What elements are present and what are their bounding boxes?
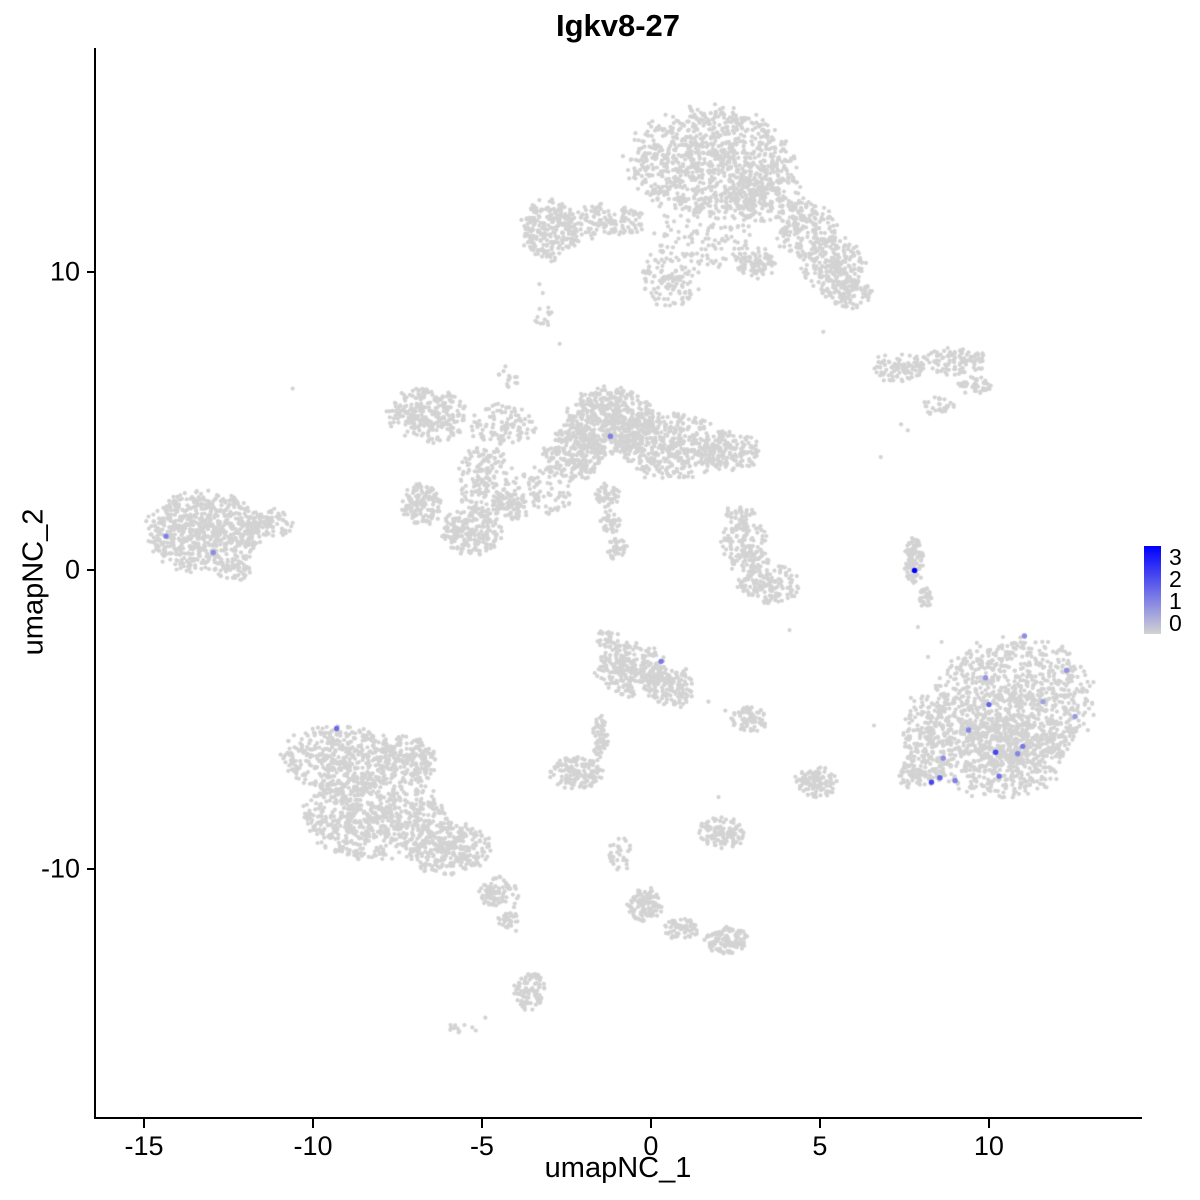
colorbar-tick-label: 3 xyxy=(1169,544,1182,570)
x-tick-mark xyxy=(987,1119,990,1128)
x-tick-label: -10 xyxy=(293,1131,333,1161)
x-tick-label: 10 xyxy=(973,1131,1004,1161)
x-tick-label: -15 xyxy=(124,1131,164,1161)
x-tick-mark xyxy=(142,1119,145,1128)
colorbar-tick-label: 2 xyxy=(1169,566,1182,592)
x-tick-mark xyxy=(649,1119,652,1128)
x-axis-line xyxy=(94,1117,1142,1119)
umap-scatter-canvas xyxy=(96,48,1140,1117)
x-tick-label: 0 xyxy=(643,1131,659,1161)
colorbar-tick-label: 1 xyxy=(1169,588,1182,614)
y-tick-label: 0 xyxy=(64,554,80,585)
x-tick-label: 5 xyxy=(812,1131,828,1161)
colorbar-gradient xyxy=(1144,546,1161,634)
y-axis-line xyxy=(94,48,96,1119)
plot-title: Igkv8-27 xyxy=(555,8,681,43)
y-tick-mark xyxy=(87,867,96,870)
y-tick-mark xyxy=(87,271,96,274)
y-tick-label: 10 xyxy=(49,256,80,287)
x-axis-title: umapNC_1 xyxy=(544,1152,692,1184)
x-tick-mark xyxy=(480,1119,483,1128)
x-tick-mark xyxy=(311,1119,314,1128)
y-tick-label: -10 xyxy=(40,853,80,884)
colorbar-tick-label: 0 xyxy=(1169,610,1182,636)
x-tick-mark xyxy=(818,1119,821,1128)
x-tick-label: -5 xyxy=(469,1131,494,1161)
y-tick-mark xyxy=(87,569,96,572)
